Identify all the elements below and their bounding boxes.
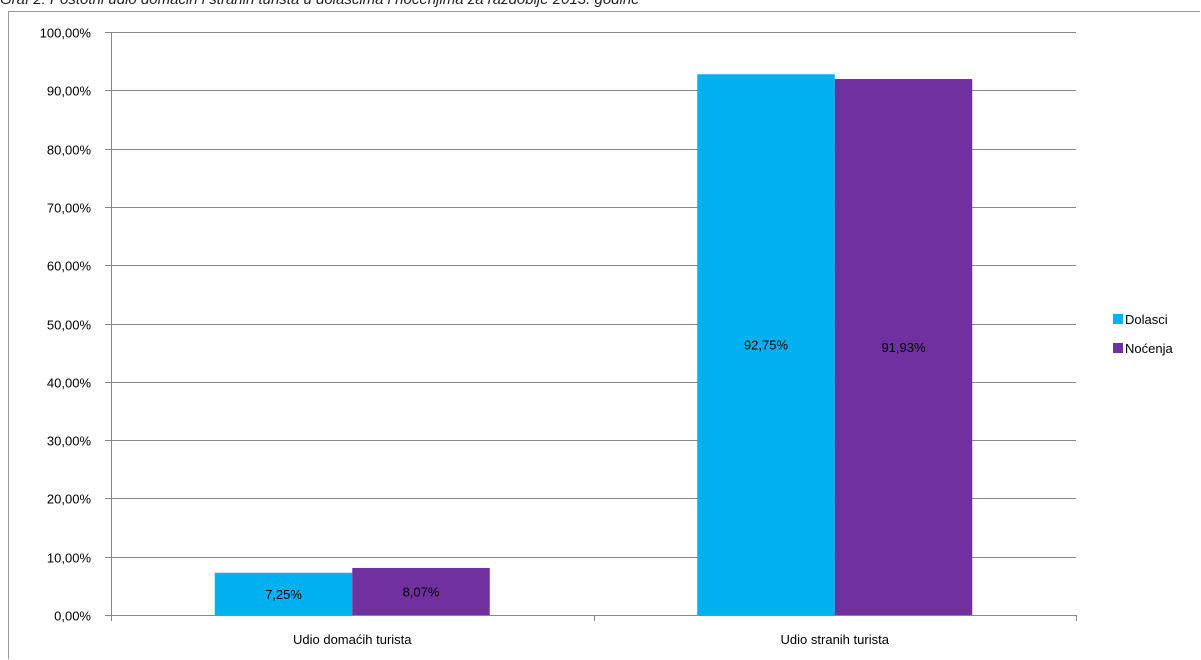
bar-value-label: 91,93% bbox=[881, 340, 926, 355]
y-tick-label: 40,00% bbox=[47, 376, 92, 391]
bars bbox=[214, 74, 973, 616]
x-category-label: Udio domaćih turista bbox=[293, 632, 412, 647]
legend: Dolasci Noćenja bbox=[1113, 312, 1173, 356]
bar-dolasci bbox=[697, 74, 835, 615]
chart-title: Graf 2: Postotni udio domaćih i stranih … bbox=[0, 0, 1201, 11]
y-tick-label: 10,00% bbox=[47, 551, 92, 566]
bar-nocenja bbox=[834, 79, 973, 616]
y-tick-label: 100,00% bbox=[40, 26, 92, 41]
bar-value-label: 7,25% bbox=[265, 587, 302, 602]
legend-label: Dolasci bbox=[1125, 312, 1168, 327]
legend-swatch bbox=[1113, 343, 1123, 353]
legend-label: Noćenja bbox=[1125, 341, 1173, 356]
x-category-label: Udio stranih turista bbox=[781, 632, 890, 647]
axes: 0,00% 10,00% 20,00% 30,00% 40,00% 50,00% 60,00… bbox=[40, 26, 1077, 647]
y-tick-label: 20,00% bbox=[47, 492, 92, 507]
y-tick-label: 50,00% bbox=[47, 318, 92, 333]
legend-swatch bbox=[1113, 314, 1123, 324]
bar-nocenja bbox=[352, 567, 490, 615]
y-tick-label: 60,00% bbox=[47, 259, 92, 274]
chart-frame bbox=[8, 11, 1200, 659]
y-tick-label: 30,00% bbox=[47, 434, 92, 449]
bar-dolasci bbox=[214, 572, 353, 615]
y-tick-label: 80,00% bbox=[47, 143, 92, 158]
bar-value-label: 8,07% bbox=[403, 584, 440, 599]
data-labels: 7,25% 92,75% 8,07% 91,93% bbox=[265, 338, 926, 602]
y-tick-label: 70,00% bbox=[47, 201, 92, 216]
bar-value-label: 92,75% bbox=[744, 338, 789, 353]
y-tick-label: 0,00% bbox=[54, 609, 91, 624]
y-tick-label: 90,00% bbox=[47, 84, 92, 99]
